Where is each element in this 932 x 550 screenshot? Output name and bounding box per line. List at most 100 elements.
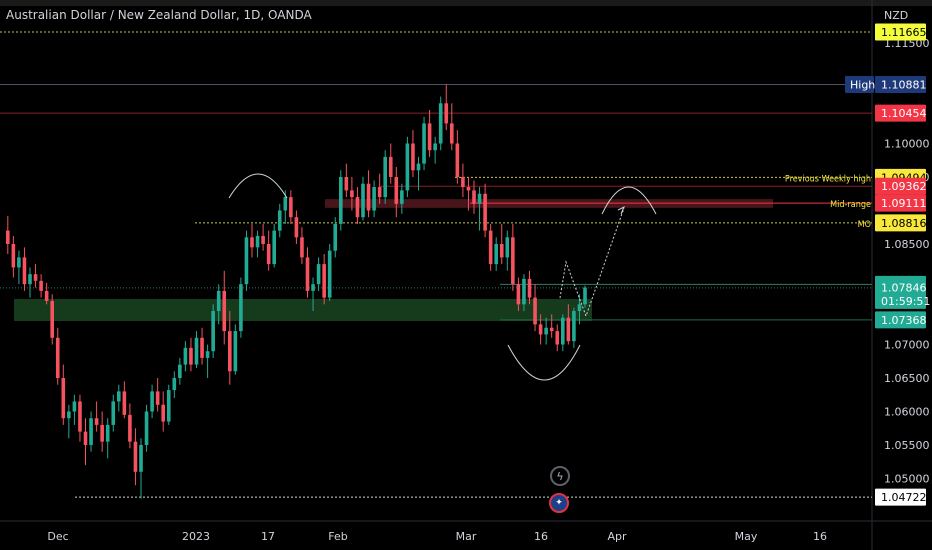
top-arc-left — [228, 173, 288, 199]
x-tick-label: 16 — [534, 530, 548, 543]
candle-body — [516, 284, 521, 305]
candle-body — [272, 230, 276, 265]
x-tick-label: 16 — [813, 530, 827, 543]
candle-body — [366, 183, 371, 211]
candle-body — [466, 187, 471, 191]
price-tag — [875, 75, 926, 93]
price-tag — [875, 311, 926, 329]
y-tick-label: 1.06000 — [884, 406, 930, 419]
candle-body — [22, 257, 27, 285]
candle-body — [28, 274, 32, 285]
candle-body — [400, 190, 404, 204]
top-arc-right — [601, 186, 657, 215]
level-label: MO — [858, 220, 871, 230]
candle-body — [61, 378, 66, 419]
demand-zone — [14, 298, 592, 322]
level-label: Previous Weekly high — [785, 174, 871, 184]
candle-body — [499, 244, 504, 258]
candle-body — [55, 337, 60, 378]
candle-body — [17, 257, 21, 268]
candle-body — [444, 103, 449, 124]
candle-body — [183, 347, 188, 365]
bottom-arc — [507, 344, 581, 381]
candle-body — [394, 177, 399, 204]
candle-body — [228, 331, 232, 372]
candle-body — [150, 391, 154, 412]
candle-body — [233, 331, 238, 372]
price-tag — [875, 214, 926, 232]
price-tag — [875, 278, 926, 309]
candle-body — [372, 187, 376, 211]
candle-body — [289, 197, 293, 218]
candle-body — [477, 193, 482, 204]
candle-body — [322, 264, 326, 298]
high-label: High — [850, 78, 875, 91]
candle-body — [583, 287, 587, 305]
x-tick-label: Feb — [328, 530, 347, 543]
y-tick-label: 1.07000 — [884, 339, 930, 352]
flash-icon[interactable]: ϟ — [550, 466, 570, 486]
candle-body — [178, 364, 182, 378]
candle-body — [438, 103, 443, 144]
candle-body — [11, 244, 16, 268]
candle-body — [200, 337, 204, 358]
candle-body — [105, 424, 110, 442]
price-tag-value: 1.10454 — [881, 107, 927, 120]
candle-body — [316, 264, 321, 285]
projection-path — [559, 207, 625, 318]
candle-body — [255, 235, 260, 248]
price-tag-value: 1.10881 — [881, 78, 927, 91]
y-tick-label: 1.05000 — [884, 473, 930, 486]
candle-body — [350, 190, 354, 198]
price-tag-value: 1.09362 — [881, 180, 927, 193]
price-tag-value: 1.07846 — [881, 281, 927, 294]
x-tick-label: May — [735, 530, 758, 543]
candle-body — [139, 445, 143, 472]
x-tick-label: Dec — [47, 530, 68, 543]
x-tick-label: 17 — [261, 530, 275, 543]
candle-body — [266, 244, 271, 265]
candle-body — [538, 324, 543, 335]
candle-body — [327, 250, 332, 298]
candle-body — [211, 311, 215, 352]
candle-body — [405, 143, 410, 191]
candle-body — [361, 183, 365, 218]
candle-body — [122, 391, 127, 415]
candle-body — [461, 177, 465, 188]
price-tag — [875, 177, 926, 195]
price-tag-value: 1.08816 — [881, 217, 927, 230]
candle-body — [155, 391, 160, 405]
x-tick-label: 2023 — [182, 530, 210, 543]
candle-body — [450, 123, 454, 144]
candle-body — [239, 284, 243, 332]
candle-body — [505, 237, 510, 258]
candle-body — [388, 156, 393, 177]
candle-body — [166, 390, 171, 422]
candle-body — [455, 143, 460, 177]
candle-body — [377, 187, 382, 198]
y-tick-label: 1.08500 — [884, 238, 930, 251]
candle-body — [216, 290, 221, 311]
candle-body — [94, 418, 99, 425]
candle-body — [144, 411, 149, 445]
price-tag — [875, 488, 926, 506]
candle-body — [433, 143, 437, 151]
candle-body — [383, 156, 387, 198]
candle-body — [6, 230, 10, 244]
candle-body — [117, 391, 121, 402]
candle-body — [250, 237, 254, 248]
candle-body — [172, 378, 177, 391]
price-tag-value: 1.09111 — [881, 197, 927, 210]
candle-body — [33, 274, 38, 281]
candle-body — [311, 284, 315, 291]
economic-event-icon[interactable]: ✦ — [549, 493, 569, 513]
level-label: Mid-range — [830, 200, 871, 210]
price-tag-value: 1.04722 — [881, 491, 927, 504]
price-tag-value: 1.07368 — [881, 314, 927, 327]
candle-body — [555, 331, 560, 345]
price-tag — [875, 104, 926, 122]
candle-body — [339, 177, 343, 224]
candle-body — [194, 337, 199, 365]
candle-body — [244, 237, 249, 285]
